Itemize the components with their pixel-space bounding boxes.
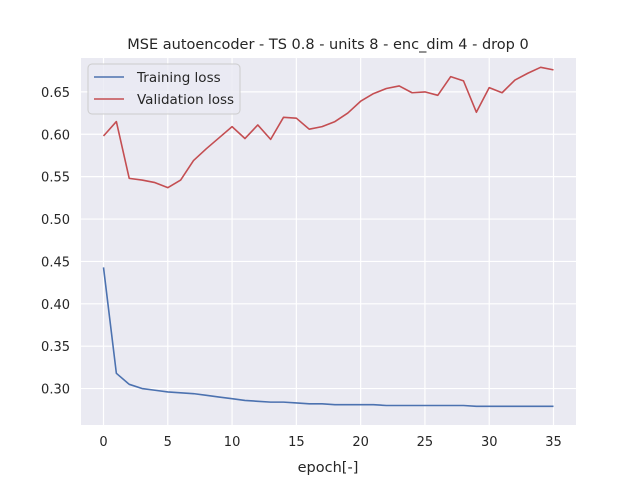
x-tick-label: 20: [352, 435, 369, 450]
y-tick-label: 0.65: [41, 86, 70, 101]
legend-frame: [87, 63, 241, 115]
y-tick-label: 0.55: [41, 171, 70, 186]
y-tick-label: 0.40: [41, 298, 70, 313]
y-tick-label: 0.60: [41, 128, 70, 143]
legend-label-training: Training loss: [136, 70, 221, 86]
x-tick-label: 0: [99, 435, 107, 450]
tick-labels: 0 5 10 15 20 25 30 35 0.30 0.35 0.40 0.45 0.50 0.55 0.…: [41, 86, 562, 450]
x-axis-label: epoch[-]: [298, 460, 359, 476]
legend-label-validation: Validation loss: [137, 92, 234, 108]
y-tick-label: 0.35: [41, 340, 70, 355]
legend: Training loss Validation loss: [87, 63, 241, 115]
validation-loss-line: [102, 66, 554, 189]
x-tick-label: 10: [224, 435, 241, 450]
x-tick-label: 35: [545, 435, 562, 450]
y-tick-label: 0.45: [41, 255, 70, 270]
x-tick-label: 5: [164, 435, 172, 450]
grid-lines: [81, 58, 576, 425]
training-loss-line: [102, 267, 554, 408]
plot-area: [81, 58, 576, 425]
x-tick-label: 25: [417, 435, 434, 450]
y-tick-label: 0.30: [41, 383, 70, 398]
x-tick-label: 30: [481, 435, 498, 450]
series-layer: [102, 66, 554, 408]
chart-title: MSE autoencoder - TS 0.8 - units 8 - enc…: [127, 37, 528, 53]
x-tick-label: 15: [288, 435, 305, 450]
y-tick-label: 0.50: [41, 213, 70, 228]
